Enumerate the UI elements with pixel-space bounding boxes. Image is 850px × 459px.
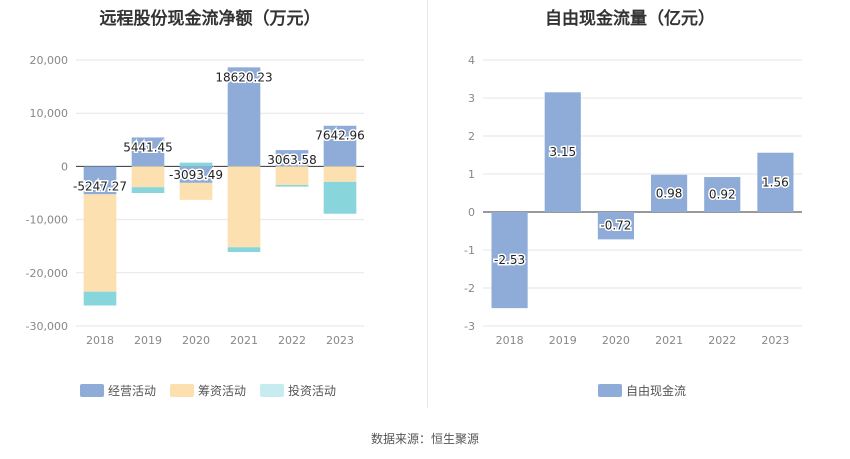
legend-label-investing: 投资活动 xyxy=(288,382,336,399)
cashflow-ytick-label: -10,000 xyxy=(26,214,68,227)
legend-swatch-operating xyxy=(80,384,104,397)
cashflow-xtick-label: 2023 xyxy=(326,334,354,347)
legend-item-operating[interactable]: 经营活动 xyxy=(80,382,156,399)
freecf-ytick-label: 1 xyxy=(468,168,475,181)
data-source-note: 数据来源：恒生聚源 xyxy=(0,430,850,447)
freecf-xtick-label: 2022 xyxy=(708,334,736,347)
legend-label-financing: 筹资活动 xyxy=(198,382,246,399)
freecf-data-label: 3.15 xyxy=(549,145,576,159)
freecf-xtick-label: 2021 xyxy=(655,334,683,347)
cashflow-data-label: 5441.45 xyxy=(123,140,173,154)
freecf-data-label: 0.92 xyxy=(709,188,736,202)
cashflow-ytick-label: 10,000 xyxy=(30,107,69,120)
freecf-ytick-label: -3 xyxy=(464,320,475,333)
legend-swatch-free-cf xyxy=(598,384,622,397)
freecf-ytick-label: 3 xyxy=(468,92,475,105)
cashflow-data-label: 18620.23 xyxy=(215,70,272,84)
freecf-data-label: -2.53 xyxy=(494,253,525,267)
legend-item-free-cf[interactable]: 自由现金流 xyxy=(598,382,686,399)
cashflow-xtick-label: 2018 xyxy=(86,334,114,347)
cashflow-data-label: -3093.49 xyxy=(169,168,223,182)
freecf-xtick-label: 2023 xyxy=(761,334,789,347)
legend-item-investing[interactable]: 投资活动 xyxy=(260,382,336,399)
cashflow-ytick-label: -30,000 xyxy=(26,320,68,333)
cashflow-ytick-label: 20,000 xyxy=(30,54,69,67)
legend-swatch-financing xyxy=(170,384,194,397)
freecf-ytick-label: 0 xyxy=(468,206,475,219)
cashflow-xtick-label: 2020 xyxy=(182,334,210,347)
freecf-ytick-label: -1 xyxy=(464,244,475,257)
freecf-xtick-label: 2020 xyxy=(602,334,630,347)
legend-swatch-investing xyxy=(260,384,284,397)
cashflow-bar-stack2 xyxy=(180,163,213,167)
cashflow-ytick-label: 0 xyxy=(61,160,68,173)
freecf-data-label: 0.98 xyxy=(656,186,683,200)
cashflow-bar-stack2 xyxy=(324,182,357,214)
cashflow-bar-stack2 xyxy=(132,187,165,193)
right-chart-legend: 自由现金流 xyxy=(598,382,700,399)
cashflow-ytick-label: -20,000 xyxy=(26,267,68,280)
freecf-ytick-label: 4 xyxy=(468,54,475,67)
freecf-ytick-label: -2 xyxy=(464,282,475,295)
cashflow-data-label: 3063.58 xyxy=(267,153,317,167)
cashflow-bar-stack2 xyxy=(276,185,309,187)
left-chart-legend: 经营活动 筹资活动 投资活动 xyxy=(80,382,350,399)
cashflow-bar-stack1 xyxy=(228,166,261,247)
freecf-data-label: -0.72 xyxy=(600,219,631,233)
cashflow-xtick-label: 2021 xyxy=(230,334,258,347)
cashflow-bar-stack1 xyxy=(132,166,165,187)
cashflow-xtick-label: 2022 xyxy=(278,334,306,347)
cashflow-bar-stack1 xyxy=(276,166,309,185)
freecf-ytick-label: 2 xyxy=(468,130,475,143)
legend-label-free-cf: 自由现金流 xyxy=(626,382,686,399)
freecf-xtick-label: 2018 xyxy=(496,334,524,347)
freecf-data-label: 1.56 xyxy=(762,175,789,189)
legend-label-operating: 经营活动 xyxy=(108,382,156,399)
cashflow-bar-stack1 xyxy=(84,194,117,291)
cashflow-data-label: -5247.27 xyxy=(73,179,127,193)
cashflow-bar-stack1 xyxy=(180,183,213,200)
cashflow-xtick-label: 2019 xyxy=(134,334,162,347)
legend-item-financing[interactable]: 筹资活动 xyxy=(170,382,246,399)
freecf-xtick-label: 2019 xyxy=(549,334,577,347)
cashflow-data-label: 7642.96 xyxy=(315,129,365,143)
cashflow-bar-stack2 xyxy=(84,292,117,306)
cashflow-bar-stack1 xyxy=(324,166,357,181)
cashflow-bar-stack2 xyxy=(228,247,261,252)
